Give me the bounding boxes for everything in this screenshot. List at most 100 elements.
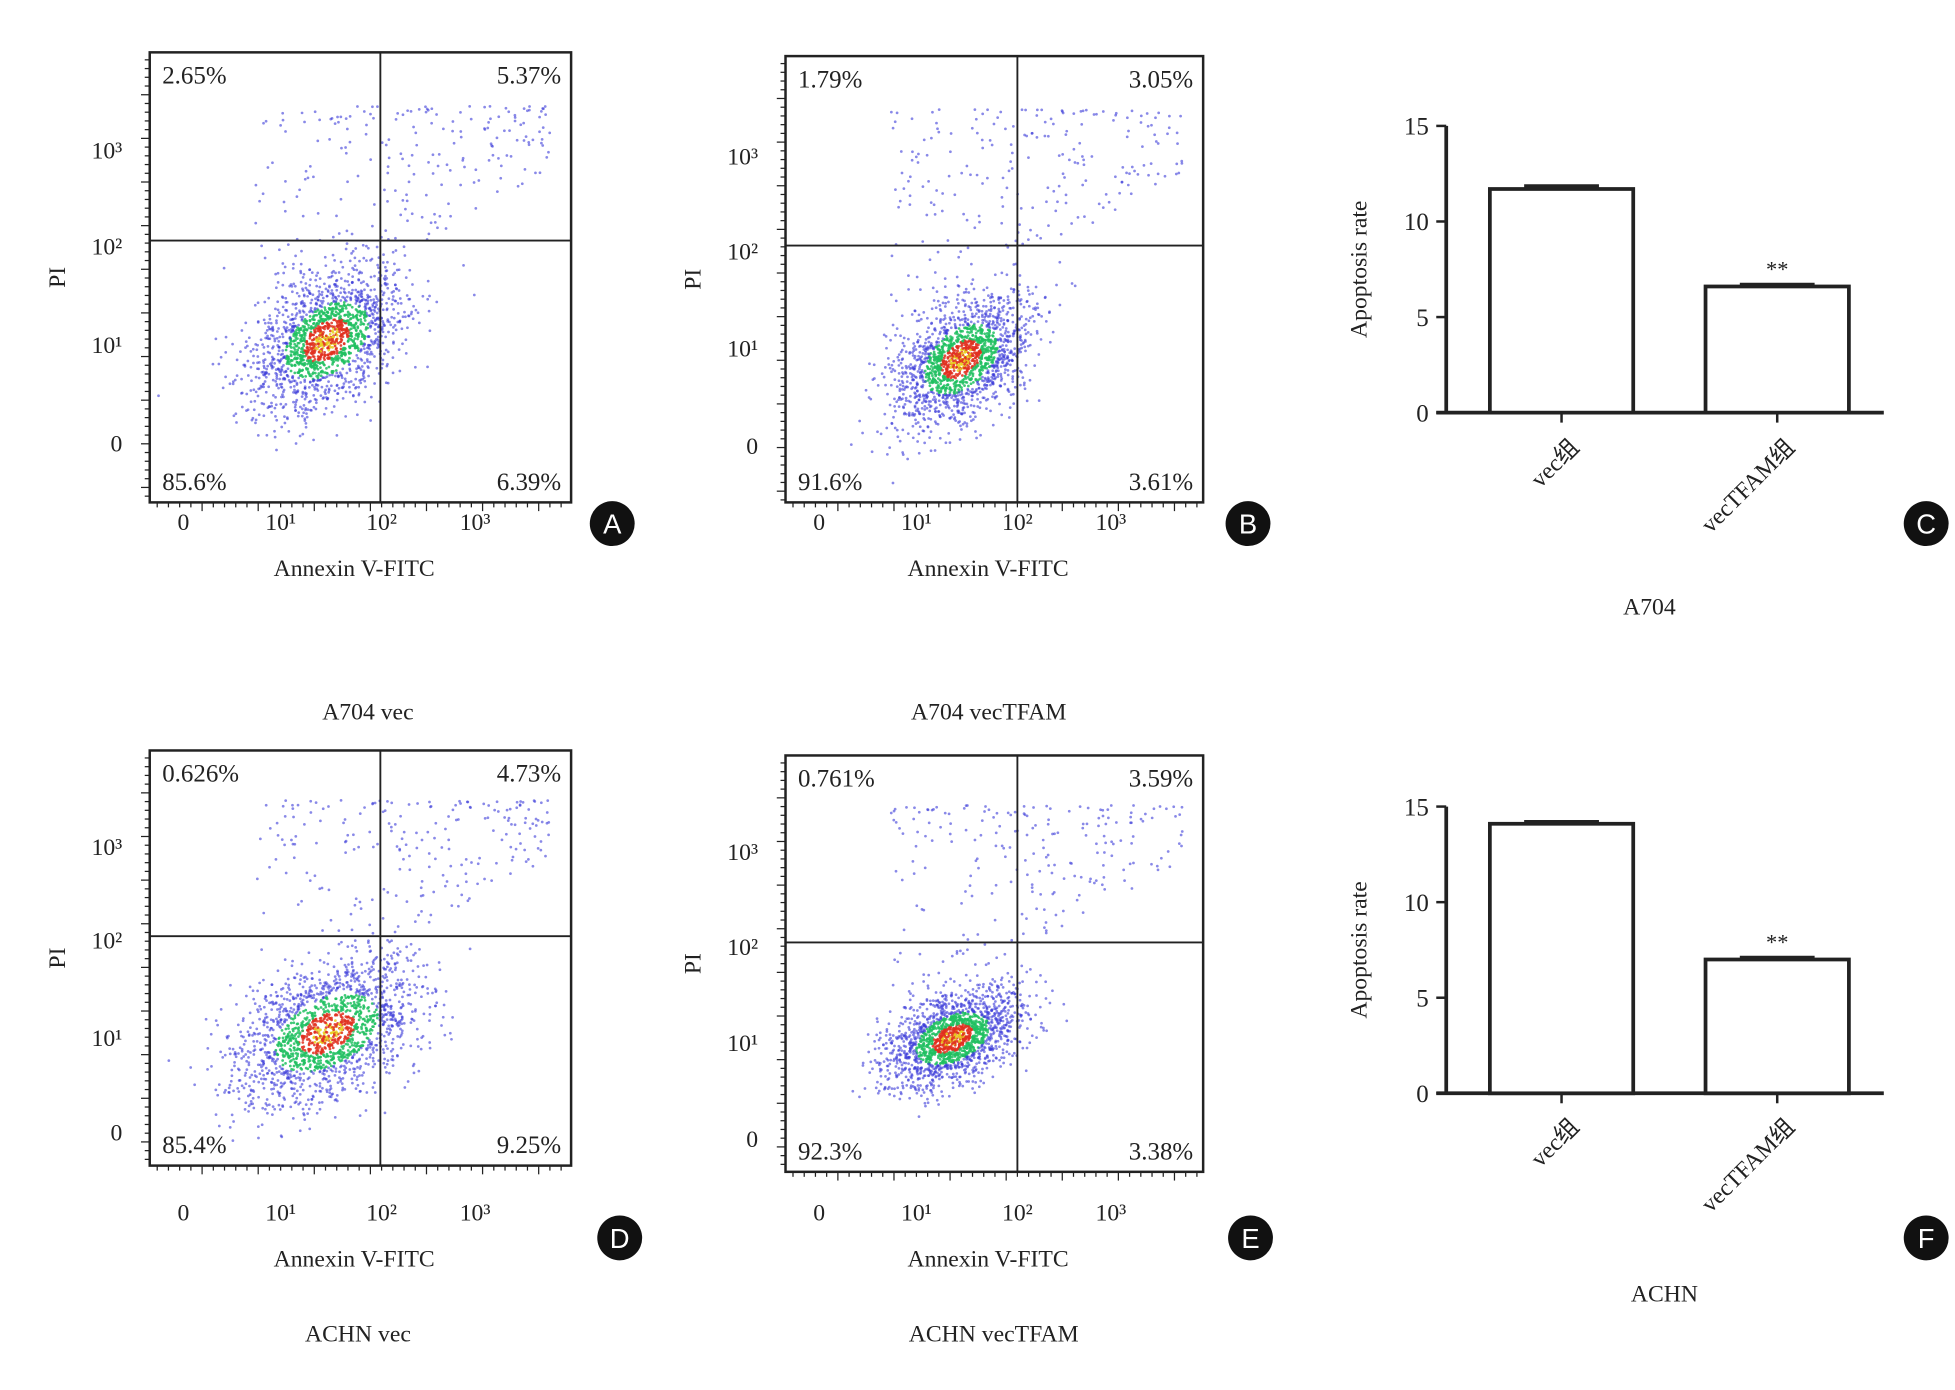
scatter-point (369, 1053, 372, 1056)
scatter-point (254, 183, 258, 187)
scatter-point (325, 384, 329, 388)
scatter-point (935, 189, 938, 192)
scatter-point (987, 334, 991, 338)
scatter-point (334, 369, 338, 372)
scatter-point (284, 130, 287, 133)
scatter-point (999, 365, 1003, 368)
scatter-point (890, 370, 893, 374)
scatter-point (976, 397, 979, 401)
scatter-point (897, 371, 901, 375)
scatter-point (339, 299, 343, 302)
scatter-point (970, 398, 974, 402)
scatter-point (407, 164, 411, 168)
scatter-point (927, 179, 930, 183)
scatter-point (970, 345, 974, 349)
scatter-point (933, 212, 937, 216)
scatter-point (1007, 169, 1011, 173)
scatter-point (543, 105, 547, 108)
scatter-point (937, 359, 940, 362)
scatter-point (1001, 306, 1004, 309)
scatter-point (911, 424, 915, 428)
scatter-point (270, 1008, 274, 1011)
scatter-point (327, 275, 331, 279)
scatter-point (965, 370, 969, 373)
scatter-point (352, 326, 356, 329)
scatter-point (486, 126, 490, 130)
scatter-point (889, 338, 892, 342)
scatter-point (324, 396, 328, 399)
scatter-point (313, 371, 317, 375)
scatter-point (999, 372, 1003, 376)
scatter-point (387, 138, 391, 142)
scatter-point (1180, 159, 1184, 163)
scatter-point (1008, 334, 1012, 338)
scatter-point (336, 392, 340, 395)
scatter-point (339, 197, 343, 201)
scatter-point (381, 1048, 385, 1051)
scatter-point (420, 215, 424, 219)
scatter-point (347, 363, 351, 367)
scatter-point (308, 292, 312, 295)
scatter-point (302, 294, 306, 298)
scatter-point (931, 286, 935, 290)
scatter-point (280, 994, 283, 998)
scatter-point (329, 292, 333, 295)
scatter-point (912, 342, 916, 345)
scatter-point (306, 350, 310, 354)
scatter-point (1076, 161, 1080, 165)
scatter-point (353, 342, 356, 346)
scatter-point (967, 367, 971, 371)
scatter-point (938, 350, 942, 354)
scatter-point (388, 998, 392, 1002)
scatter-point (354, 346, 358, 350)
scatter-point (1114, 113, 1118, 117)
scatter-point (497, 115, 501, 119)
scatter-point (356, 1083, 360, 1087)
scatter-point (957, 310, 961, 313)
scatter-point (344, 117, 348, 121)
scatter-point (392, 340, 395, 344)
scatter-point (1175, 131, 1179, 135)
scatter-point (343, 291, 347, 295)
scatter-point (355, 367, 358, 371)
scatter-point (962, 212, 965, 216)
scatter-point (971, 334, 975, 338)
scatter-point (876, 384, 880, 387)
scatter-point (459, 135, 463, 139)
scatter-point (316, 298, 320, 302)
scatter-point (358, 300, 362, 304)
scatter-point (435, 113, 438, 116)
scatter-point (279, 373, 283, 377)
scatter-point (296, 361, 300, 365)
scatter-point (892, 415, 895, 419)
scatter-point (1011, 320, 1015, 324)
scatter-point (948, 416, 952, 420)
scatter-point (931, 110, 934, 114)
scatter-point (261, 370, 265, 374)
scatter-point (515, 138, 519, 142)
scatter-point (408, 268, 412, 272)
scatter-point (979, 331, 983, 335)
scatter-point (289, 354, 293, 358)
scatter-point (323, 353, 326, 357)
scatter-point (894, 188, 897, 191)
scatter-point (317, 350, 321, 354)
scatter-point (868, 362, 871, 366)
scatter-point (1018, 223, 1021, 226)
scatter-point (932, 391, 935, 395)
scatter-point (294, 409, 297, 412)
scatter-point (406, 326, 409, 330)
scatter-point (1101, 110, 1105, 113)
scatter-point (242, 1086, 246, 1090)
scatter-point (251, 1021, 255, 1025)
scatter-point (374, 332, 377, 335)
scatter-point (1006, 354, 1009, 358)
scatter-point (943, 295, 947, 299)
scatter-point (257, 1136, 260, 1140)
scatter-point (396, 301, 400, 305)
scatter-point (316, 212, 320, 215)
scatter-point (911, 436, 915, 440)
scatter-point (240, 329, 244, 332)
scatter-point (1035, 108, 1039, 112)
